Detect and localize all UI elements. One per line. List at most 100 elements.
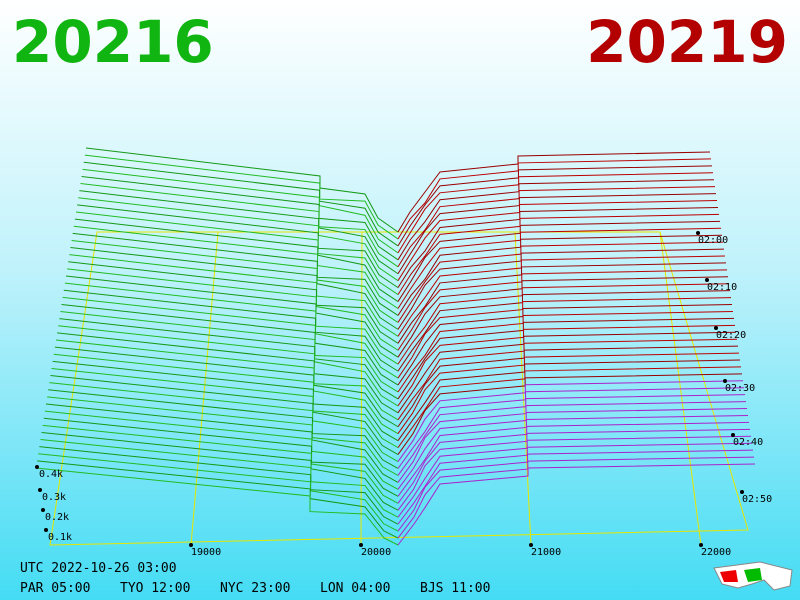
price-tick — [699, 543, 703, 547]
bid-layer — [74, 218, 399, 302]
bid-layer — [75, 211, 399, 296]
bid-layer — [47, 396, 399, 476]
ask-layer — [397, 324, 736, 407]
floor-line — [514, 231, 532, 546]
ask-layer — [397, 456, 755, 539]
ask-layer — [397, 276, 729, 358]
bid-layer — [84, 154, 399, 240]
bid-layer — [63, 289, 399, 372]
ask-layer — [397, 255, 726, 337]
bid-layer — [44, 410, 399, 490]
bid-layer — [35, 467, 399, 546]
ask-layer — [397, 387, 745, 469]
bid-layer — [43, 417, 399, 497]
time-zones: PAR 05:00 TYO 12:00 NYC 23:00 LON 04:00 BJS … — [20, 581, 490, 596]
bid-layer — [70, 247, 399, 330]
price-tick-label: 21000 — [531, 547, 561, 558]
size-tick-label: 0.2k — [45, 512, 69, 523]
ask-layer — [397, 373, 743, 455]
bid-layer — [73, 225, 399, 309]
bid-layer — [65, 275, 399, 358]
ask-layer — [397, 234, 723, 316]
bid-layer — [59, 318, 399, 400]
price-tick — [529, 543, 533, 547]
time-tick-label: 02:30 — [725, 383, 755, 394]
bid-layer — [71, 239, 399, 323]
bid-layer — [60, 311, 399, 393]
zone-time: TYO 12:00 — [120, 581, 190, 596]
price-tick-label: 20000 — [361, 547, 391, 558]
ask-layer — [397, 290, 731, 372]
depth-layers — [35, 147, 756, 546]
bid-price: 20216 — [12, 8, 214, 76]
time-tick-label: 02:10 — [707, 282, 737, 293]
bid-layer — [68, 261, 399, 344]
bid-layer — [49, 382, 399, 462]
ask-layer — [397, 283, 730, 365]
size-tick-label: 0.3k — [42, 492, 66, 503]
time-tick-label: 02:50 — [742, 494, 772, 505]
bid-layer — [41, 431, 399, 511]
floor-outline — [49, 231, 749, 546]
ask-layer — [397, 359, 741, 441]
size-tick — [35, 465, 39, 469]
ask-layer — [397, 158, 712, 240]
ask-layer — [397, 304, 733, 386]
bid-layer — [38, 453, 399, 532]
size-tick — [38, 488, 42, 492]
ask-layer — [397, 401, 747, 483]
ask-layer — [397, 165, 713, 247]
bid-layer — [83, 161, 399, 247]
bid-layer — [67, 268, 399, 351]
bid-layer — [58, 325, 399, 407]
ask-layer — [397, 193, 717, 274]
bid-layer — [54, 346, 399, 428]
price-tick-label: 19000 — [191, 547, 221, 558]
ask-layer — [397, 213, 720, 295]
glasses-lens-green — [744, 568, 762, 582]
bid-layer — [72, 232, 399, 316]
time-tick — [714, 326, 718, 330]
ask-layer — [397, 262, 727, 344]
bid-layer — [80, 183, 399, 268]
time-tick-label: 02:00 — [698, 235, 728, 246]
time-tick — [696, 231, 700, 235]
ask-layer — [397, 227, 722, 309]
size-tick — [41, 508, 45, 512]
ask-layer — [397, 186, 716, 268]
3d-glasses-icon — [713, 561, 793, 591]
bid-layer — [52, 360, 399, 442]
ask-price: 20219 — [586, 8, 788, 76]
ask-layer — [397, 151, 711, 233]
ask-layer — [397, 338, 738, 421]
bid-layer — [77, 204, 399, 289]
bid-layer — [39, 446, 399, 525]
ask-layer — [397, 442, 753, 525]
size-tick — [44, 528, 48, 532]
floor-line — [190, 231, 219, 546]
ask-layer — [397, 310, 734, 393]
bid-layer — [57, 332, 399, 414]
bid-layer — [79, 190, 399, 275]
time-tick — [723, 379, 727, 383]
zone-time: LON 04:00 — [320, 581, 390, 596]
ask-layer — [397, 421, 750, 504]
bid-layer — [45, 403, 399, 483]
ask-layer — [397, 345, 739, 428]
ask-layer — [397, 220, 721, 302]
ask-layer — [397, 241, 724, 323]
time-tick — [740, 490, 744, 494]
bid-layer — [55, 339, 399, 421]
ask-layer — [397, 352, 740, 434]
bid-layer — [51, 367, 399, 449]
bid-layer — [82, 168, 399, 254]
bid-layer — [62, 296, 399, 379]
price-tick-label: 22000 — [701, 547, 731, 558]
time-tick-label: 02:20 — [716, 330, 746, 341]
ask-layer — [397, 435, 752, 518]
bid-layer — [61, 303, 399, 386]
bid-layer — [53, 353, 399, 435]
bid-layer — [85, 147, 399, 233]
floor-grid — [49, 231, 749, 546]
ask-layer — [397, 297, 732, 379]
